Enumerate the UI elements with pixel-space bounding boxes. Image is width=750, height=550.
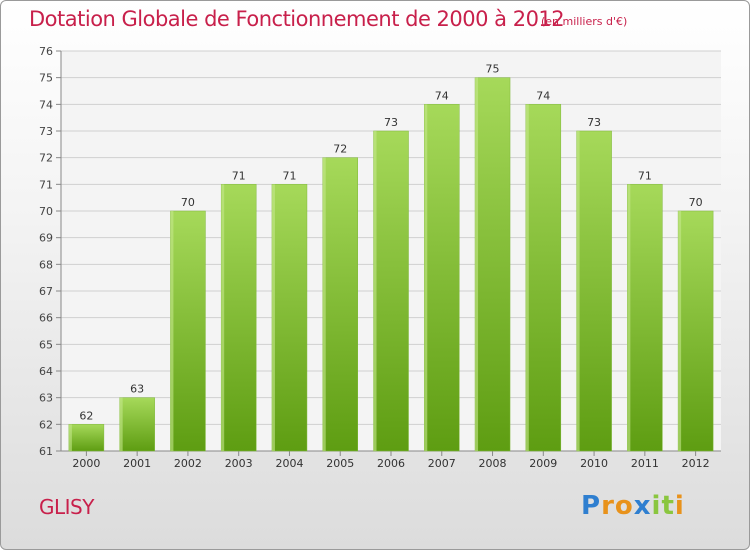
bar-highlight-2005 <box>322 157 326 451</box>
x-tick-label-2005: 2005 <box>326 457 354 470</box>
y-tick-label: 61 <box>39 445 53 458</box>
x-tick-label-2008: 2008 <box>479 457 507 470</box>
bar-highlight-2010 <box>576 131 580 451</box>
bar-2011 <box>627 184 663 452</box>
y-tick-label: 63 <box>39 392 53 405</box>
bar-highlight-2001 <box>119 397 123 451</box>
y-tick-label: 68 <box>39 258 53 271</box>
data-label-2011: 71 <box>638 169 652 182</box>
y-tick-label: 64 <box>39 365 53 378</box>
proxiti-logo[interactable]: Proxiti <box>581 491 685 521</box>
x-tick-label-2003: 2003 <box>225 457 253 470</box>
y-tick-label: 69 <box>39 232 53 245</box>
data-label-2005: 72 <box>333 143 347 156</box>
x-tick-label-2006: 2006 <box>377 457 405 470</box>
chart-title: Dotation Globale de Fonctionnement de 20… <box>29 7 565 31</box>
data-label-2008: 75 <box>486 63 500 76</box>
bar-2004 <box>271 184 308 452</box>
bar-2001 <box>119 397 155 452</box>
bar-2008 <box>474 77 511 452</box>
bar-highlight-2006 <box>373 131 377 451</box>
x-tick-label-2010: 2010 <box>580 457 608 470</box>
x-tick-label-2007: 2007 <box>428 457 456 470</box>
data-label-2004: 71 <box>282 169 296 182</box>
bar-2007 <box>424 104 460 452</box>
bar-2003 <box>220 184 257 452</box>
chart-unit: (en milliers d'€) <box>541 15 628 28</box>
y-tick-label: 70 <box>39 205 53 218</box>
y-tick-label: 76 <box>39 45 53 58</box>
data-label-2002: 70 <box>181 196 195 209</box>
x-tick-label-2001: 2001 <box>123 457 151 470</box>
x-tick-label-2000: 2000 <box>72 457 100 470</box>
y-tick-label: 74 <box>39 98 53 111</box>
bar-2002 <box>170 210 206 452</box>
bar-highlight-2012 <box>678 211 682 451</box>
bar-2005 <box>322 157 358 452</box>
bar-highlight-2002 <box>170 211 174 451</box>
y-tick-label: 67 <box>39 285 53 298</box>
bar-2009 <box>525 104 562 452</box>
y-tick-label: 71 <box>39 178 53 191</box>
data-label-2006: 73 <box>384 116 398 129</box>
y-tick-label: 75 <box>39 72 53 85</box>
data-label-2003: 71 <box>232 169 246 182</box>
y-tick-label: 65 <box>39 338 53 351</box>
data-label-2009: 74 <box>536 89 550 102</box>
data-label-2012: 70 <box>689 196 703 209</box>
bar-highlight-2000 <box>68 424 72 451</box>
data-label-2007: 74 <box>435 89 449 102</box>
bar-highlight-2007 <box>424 104 428 451</box>
x-tick-label-2011: 2011 <box>631 457 659 470</box>
bar-highlight-2008 <box>475 77 479 452</box>
y-tick-label: 72 <box>39 152 53 165</box>
y-tick-label: 66 <box>39 312 53 325</box>
bar-2012 <box>677 210 714 452</box>
bar-highlight-2011 <box>627 184 631 452</box>
bar-2000 <box>68 424 105 452</box>
commune-name: GLISY <box>39 495 94 519</box>
x-tick-label-2009: 2009 <box>529 457 557 470</box>
bar-highlight-2004 <box>271 184 275 452</box>
bar-highlight-2009 <box>525 104 529 451</box>
x-tick-label-2002: 2002 <box>174 457 202 470</box>
bar-highlight-2003 <box>221 184 225 452</box>
y-tick-label: 73 <box>39 125 53 138</box>
bar-2010 <box>576 130 612 452</box>
y-tick-label: 62 <box>39 418 53 431</box>
x-tick-label-2012: 2012 <box>682 457 710 470</box>
data-label-2000: 62 <box>79 409 93 422</box>
bar-2006 <box>373 130 409 452</box>
x-tick-label-2004: 2004 <box>275 457 303 470</box>
data-label-2001: 63 <box>130 383 144 396</box>
data-label-2010: 73 <box>587 116 601 129</box>
